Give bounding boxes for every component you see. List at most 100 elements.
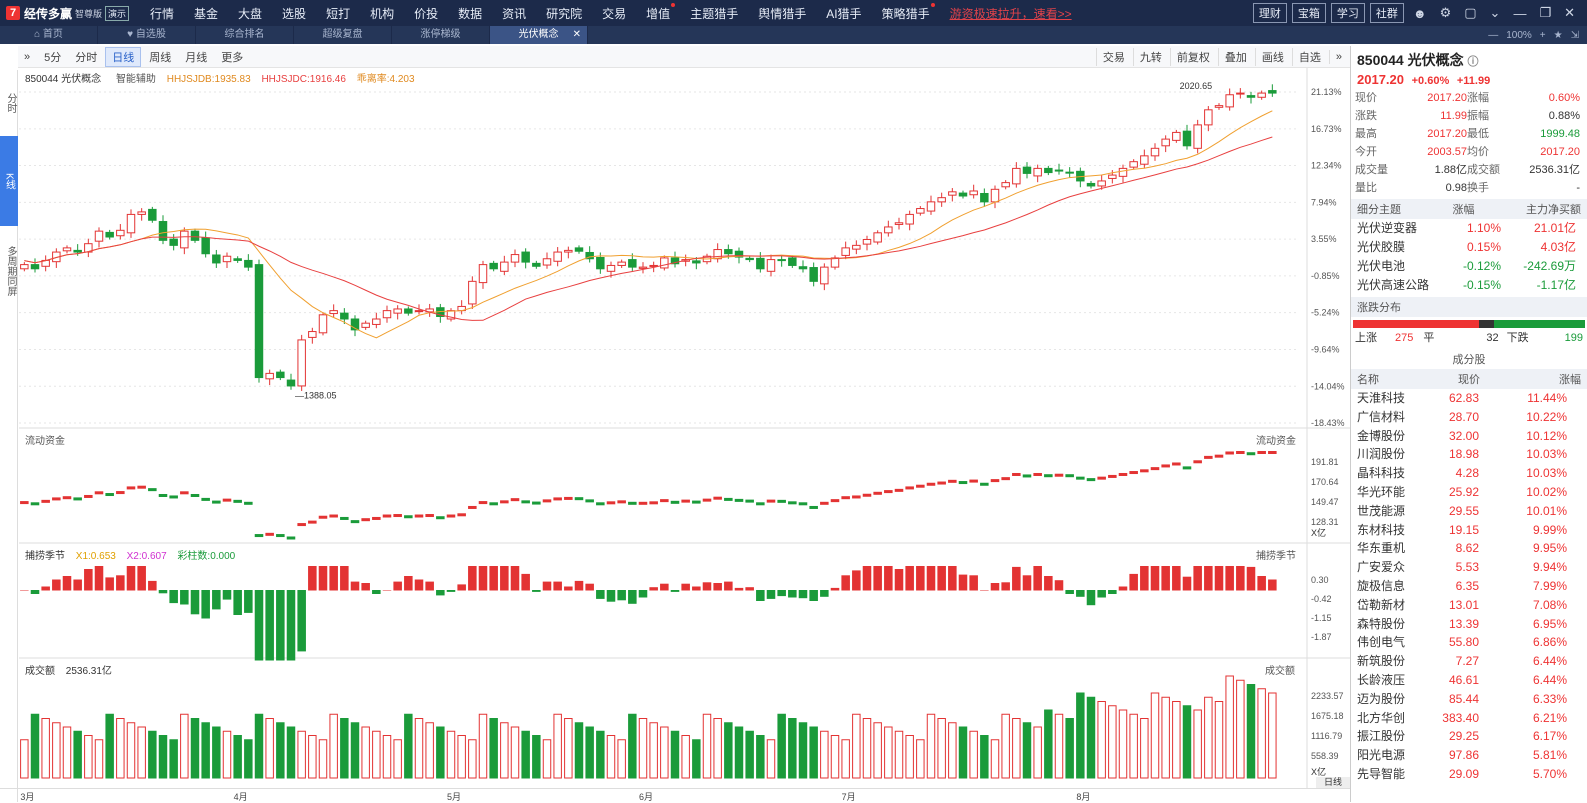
constituent-row[interactable]: 阳光电源 97.86 5.81% — [1351, 746, 1587, 765]
minimize-icon[interactable]: — — [1513, 5, 1527, 21]
menu-item[interactable]: 选股 — [282, 6, 307, 21]
draw-button[interactable]: 画线 — [1254, 47, 1290, 66]
trade-button[interactable]: 交易 — [1095, 47, 1131, 66]
period-more[interactable]: 更多 — [221, 51, 244, 64]
user-icon[interactable]: ☻ — [1412, 5, 1427, 21]
info-icon[interactable]: ⓘ — [1467, 56, 1479, 68]
tab-photovoltaic[interactable]: 光伏概念 ✕ — [490, 26, 588, 44]
menu-item[interactable]: 交易 — [602, 6, 627, 21]
constituent-row[interactable]: 广信材料 28.70 10.22% — [1351, 408, 1587, 427]
menu-item[interactable]: 基金 — [194, 6, 219, 21]
constituent-row[interactable]: 迈为股份 85.44 6.33% — [1351, 690, 1587, 709]
menu-item[interactable]: 机构 — [370, 6, 395, 21]
subtheme-row[interactable]: 光伏电池 -0.12% -242.69万 — [1351, 257, 1587, 276]
add-watchlist-button[interactable]: 自选 — [1291, 47, 1327, 66]
menu-item[interactable]: 行情 — [150, 6, 175, 21]
jiuzhuan-button[interactable]: 九转 — [1132, 47, 1168, 66]
constituent-row[interactable]: 晶科科技 4.28 10.03% — [1351, 464, 1587, 483]
period-indicator[interactable]: 日线 — [1316, 777, 1350, 788]
window-icon[interactable]: ▢ — [1464, 5, 1477, 20]
nav-kline[interactable]: K线 — [0, 136, 18, 226]
period-weekly[interactable]: 周线 — [149, 51, 172, 64]
volume-bar — [254, 713, 264, 779]
season-bar — [958, 574, 968, 591]
period-5min[interactable]: 5分 — [44, 51, 62, 64]
constituent-row[interactable]: 北方华创 383.40 6.21% — [1351, 709, 1587, 728]
constituent-row[interactable]: 森特股份 13.39 6.95% — [1351, 615, 1587, 634]
constituent-row[interactable]: 金博股份 32.00 10.12% — [1351, 427, 1587, 446]
constituent-row[interactable]: 新筑股份 7.27 6.44% — [1351, 652, 1587, 671]
const-head-price[interactable]: 现价 — [1458, 374, 1480, 386]
menu-item[interactable]: 价投 — [414, 6, 439, 21]
constituent-row[interactable]: 天淮科技 62.83 11.44% — [1351, 389, 1587, 408]
tab-limitup[interactable]: 涨停梯级 — [392, 26, 490, 44]
licai-button[interactable]: 理财 — [1252, 3, 1287, 23]
volume-bar — [660, 726, 669, 779]
menu-item[interactable]: 增值 — [636, 2, 680, 22]
period-daily[interactable]: 日线 — [105, 46, 142, 67]
assist-toggle[interactable]: 智能辅助 — [115, 74, 156, 85]
period-monthly[interactable]: 月线 — [185, 51, 208, 64]
constituent-row[interactable]: 世茂能源 29.55 10.01% — [1351, 502, 1587, 521]
subtheme-row[interactable]: 光伏胶膜 0.15% 4.03亿 — [1351, 238, 1587, 257]
constituent-row[interactable]: 伟创电气 55.80 6.86% — [1351, 633, 1587, 652]
period-minute[interactable]: 分时 — [75, 51, 98, 64]
baoxiang-button[interactable]: 宝箱 — [1291, 3, 1326, 23]
chevron-down-icon[interactable]: ⌄ — [1489, 5, 1501, 20]
subtheme-row[interactable]: 光伏高速公路 -0.15% -1.17亿 — [1351, 276, 1587, 295]
expand-icon[interactable]: » — [1328, 49, 1348, 64]
zoom-out-icon[interactable]: — — [1488, 29, 1499, 41]
star-icon[interactable]: ★ — [1553, 29, 1563, 41]
candle-body — [820, 266, 829, 285]
menu-item[interactable]: 研究院 — [546, 6, 583, 21]
app-logo[interactable]: 7 经传多赢 智尊版 演示 — [0, 5, 140, 22]
shequn-button[interactable]: 社群 — [1369, 3, 1404, 23]
nav-multiperiod[interactable]: 多周期同屏 — [5, 246, 16, 296]
constituent-row[interactable]: 长龄液压 46.61 6.44% — [1351, 671, 1587, 690]
constituent-row[interactable]: 广安爱众 5.53 9.94% — [1351, 558, 1587, 577]
gear-icon[interactable]: ⚙ — [1439, 5, 1452, 20]
adjust-button[interactable]: 前复权 — [1169, 47, 1216, 66]
promo-link[interactable]: 游资极速拉升，速看>> — [949, 6, 1072, 21]
menu-item[interactable]: 资讯 — [502, 6, 527, 21]
restore-icon[interactable]: ❐ — [1539, 5, 1552, 20]
flow-bar — [1012, 472, 1021, 476]
constituent-row[interactable]: 川润股份 18.98 10.03% — [1351, 445, 1587, 464]
tab-home[interactable]: ⌂ 首页 — [0, 26, 98, 44]
menu-item[interactable]: 大盘 — [238, 6, 263, 21]
close-tab-icon[interactable]: ✕ — [572, 29, 581, 40]
pin-icon[interactable]: ⇲ — [1570, 29, 1579, 41]
const-head-name[interactable]: 名称 — [1357, 374, 1379, 386]
menu-item[interactable]: 短打 — [326, 6, 351, 21]
menu-item[interactable]: AI猎手 — [826, 6, 862, 21]
constituent-row[interactable]: 旋极信息 6.35 7.99% — [1351, 577, 1587, 596]
constituent-row[interactable]: 东材科技 19.15 9.99% — [1351, 521, 1587, 540]
candle-body — [777, 259, 786, 262]
tab-watchlist[interactable]: ♥ 自选股 — [98, 26, 196, 44]
tab-review[interactable]: 超级复盘 — [294, 26, 392, 44]
zoom-in-icon[interactable]: + — [1539, 29, 1546, 41]
constituent-row[interactable]: 先导智能 29.09 5.70% — [1351, 765, 1587, 784]
overlay-button[interactable]: 叠加 — [1217, 47, 1253, 66]
flow-bar — [1086, 478, 1096, 482]
menu-item[interactable]: 舆情猎手 — [758, 6, 807, 21]
volume-bar — [1118, 709, 1128, 779]
constituent-row[interactable]: 华东重机 8.62 9.95% — [1351, 539, 1587, 558]
close-icon[interactable]: ✕ — [1564, 5, 1575, 20]
const-head-pct[interactable]: 涨幅 — [1559, 374, 1581, 386]
xuexi-button[interactable]: 学习 — [1330, 3, 1365, 23]
kline-svg[interactable]: 21.13% 16.73% 12.34% 7.94% 3.55% -0.85% -5.24%… — [19, 68, 1350, 788]
constituent-row[interactable]: 振江股份 29.25 6.17% — [1351, 727, 1587, 746]
menu-item[interactable]: 主题猎手 — [690, 6, 739, 21]
nav-timeshare[interactable]: 分时 — [5, 93, 16, 113]
candle-body — [1268, 90, 1277, 94]
collapse-icon[interactable]: » — [24, 50, 31, 63]
subtheme-row[interactable]: 光伏逆变器 1.10% 21.01亿 — [1351, 219, 1587, 238]
menu-item[interactable]: 数据 — [458, 6, 483, 21]
season-bar — [233, 590, 242, 615]
menu-item[interactable]: 策略猎手 — [872, 2, 940, 22]
constituent-row[interactable]: 岱勒新材 13.01 7.08% — [1351, 596, 1587, 615]
constituent-row[interactable]: 华光环能 25.92 10.02% — [1351, 483, 1587, 502]
tab-ranking[interactable]: 综合排名 — [196, 26, 294, 44]
candle-body — [1065, 171, 1074, 174]
